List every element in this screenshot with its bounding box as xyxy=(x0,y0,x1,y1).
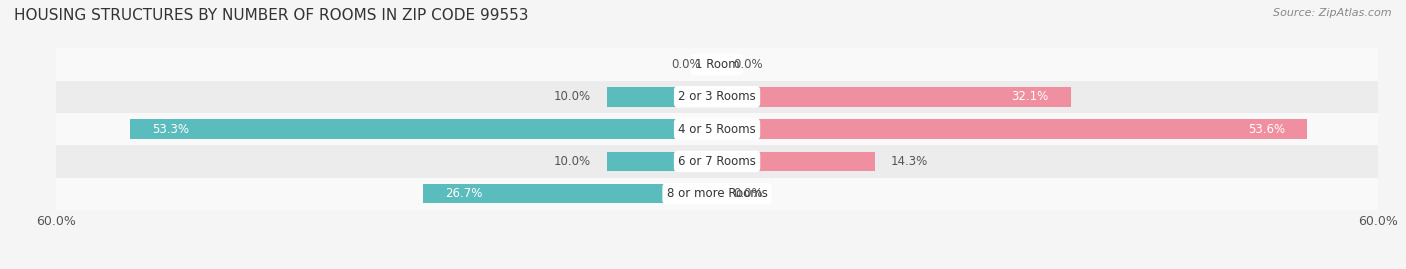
Bar xyxy=(56,178,1378,210)
Text: Source: ZipAtlas.com: Source: ZipAtlas.com xyxy=(1274,8,1392,18)
Text: 4 or 5 Rooms: 4 or 5 Rooms xyxy=(678,123,756,136)
Text: 2 or 3 Rooms: 2 or 3 Rooms xyxy=(678,90,756,103)
Text: 26.7%: 26.7% xyxy=(446,187,482,200)
Bar xyxy=(607,152,717,171)
Text: 0.0%: 0.0% xyxy=(734,187,763,200)
Text: 10.0%: 10.0% xyxy=(554,155,591,168)
Bar xyxy=(129,119,717,139)
Text: 32.1%: 32.1% xyxy=(1011,90,1049,103)
Text: 53.3%: 53.3% xyxy=(152,123,188,136)
Text: HOUSING STRUCTURES BY NUMBER OF ROOMS IN ZIP CODE 99553: HOUSING STRUCTURES BY NUMBER OF ROOMS IN… xyxy=(14,8,529,23)
Bar xyxy=(607,87,717,107)
Bar xyxy=(423,184,717,203)
Bar xyxy=(717,87,1070,107)
Text: 1 Room: 1 Room xyxy=(695,58,740,71)
Bar xyxy=(56,113,1378,145)
Text: 0.0%: 0.0% xyxy=(671,58,700,71)
Text: 10.0%: 10.0% xyxy=(554,90,591,103)
Bar xyxy=(717,152,875,171)
Bar xyxy=(56,48,1378,81)
Text: 0.0%: 0.0% xyxy=(734,58,763,71)
Bar xyxy=(717,119,1308,139)
Text: 8 or more Rooms: 8 or more Rooms xyxy=(666,187,768,200)
Text: 14.3%: 14.3% xyxy=(891,155,928,168)
Text: 53.6%: 53.6% xyxy=(1249,123,1285,136)
Text: 6 or 7 Rooms: 6 or 7 Rooms xyxy=(678,155,756,168)
Bar xyxy=(56,145,1378,178)
Bar xyxy=(56,81,1378,113)
